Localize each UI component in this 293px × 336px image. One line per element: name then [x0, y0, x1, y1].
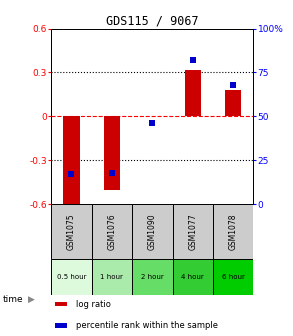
Bar: [173, 259, 213, 295]
Title: GDS115 / 9067: GDS115 / 9067: [106, 14, 199, 28]
Text: GSM1078: GSM1078: [229, 213, 238, 250]
Text: ▶: ▶: [28, 295, 35, 304]
Text: 1 hour: 1 hour: [100, 274, 123, 280]
Bar: [51, 204, 92, 259]
Text: 0.5 hour: 0.5 hour: [57, 274, 86, 280]
Bar: [213, 204, 253, 259]
Bar: [173, 204, 213, 259]
Bar: [213, 259, 253, 295]
Bar: [63, 116, 80, 207]
Bar: [92, 204, 132, 259]
Text: percentile rank within the sample: percentile rank within the sample: [76, 321, 217, 330]
Bar: [104, 116, 120, 190]
Point: [231, 82, 236, 87]
Text: GSM1090: GSM1090: [148, 213, 157, 250]
Point: [150, 121, 155, 126]
Point: [110, 170, 114, 175]
Bar: [55, 323, 67, 328]
Text: log ratio: log ratio: [76, 300, 110, 309]
Text: 6 hour: 6 hour: [222, 274, 245, 280]
Bar: [132, 204, 173, 259]
Bar: [132, 259, 173, 295]
Text: GSM1076: GSM1076: [108, 213, 116, 250]
Bar: [225, 90, 241, 116]
Point: [190, 57, 195, 63]
Text: GSM1077: GSM1077: [188, 213, 197, 250]
Bar: [51, 259, 92, 295]
Point: [69, 172, 74, 177]
Text: 4 hour: 4 hour: [181, 274, 204, 280]
Bar: [92, 259, 132, 295]
Bar: [185, 70, 201, 116]
Text: GSM1075: GSM1075: [67, 213, 76, 250]
Text: 2 hour: 2 hour: [141, 274, 164, 280]
Text: time: time: [3, 295, 23, 304]
Bar: [55, 302, 67, 306]
